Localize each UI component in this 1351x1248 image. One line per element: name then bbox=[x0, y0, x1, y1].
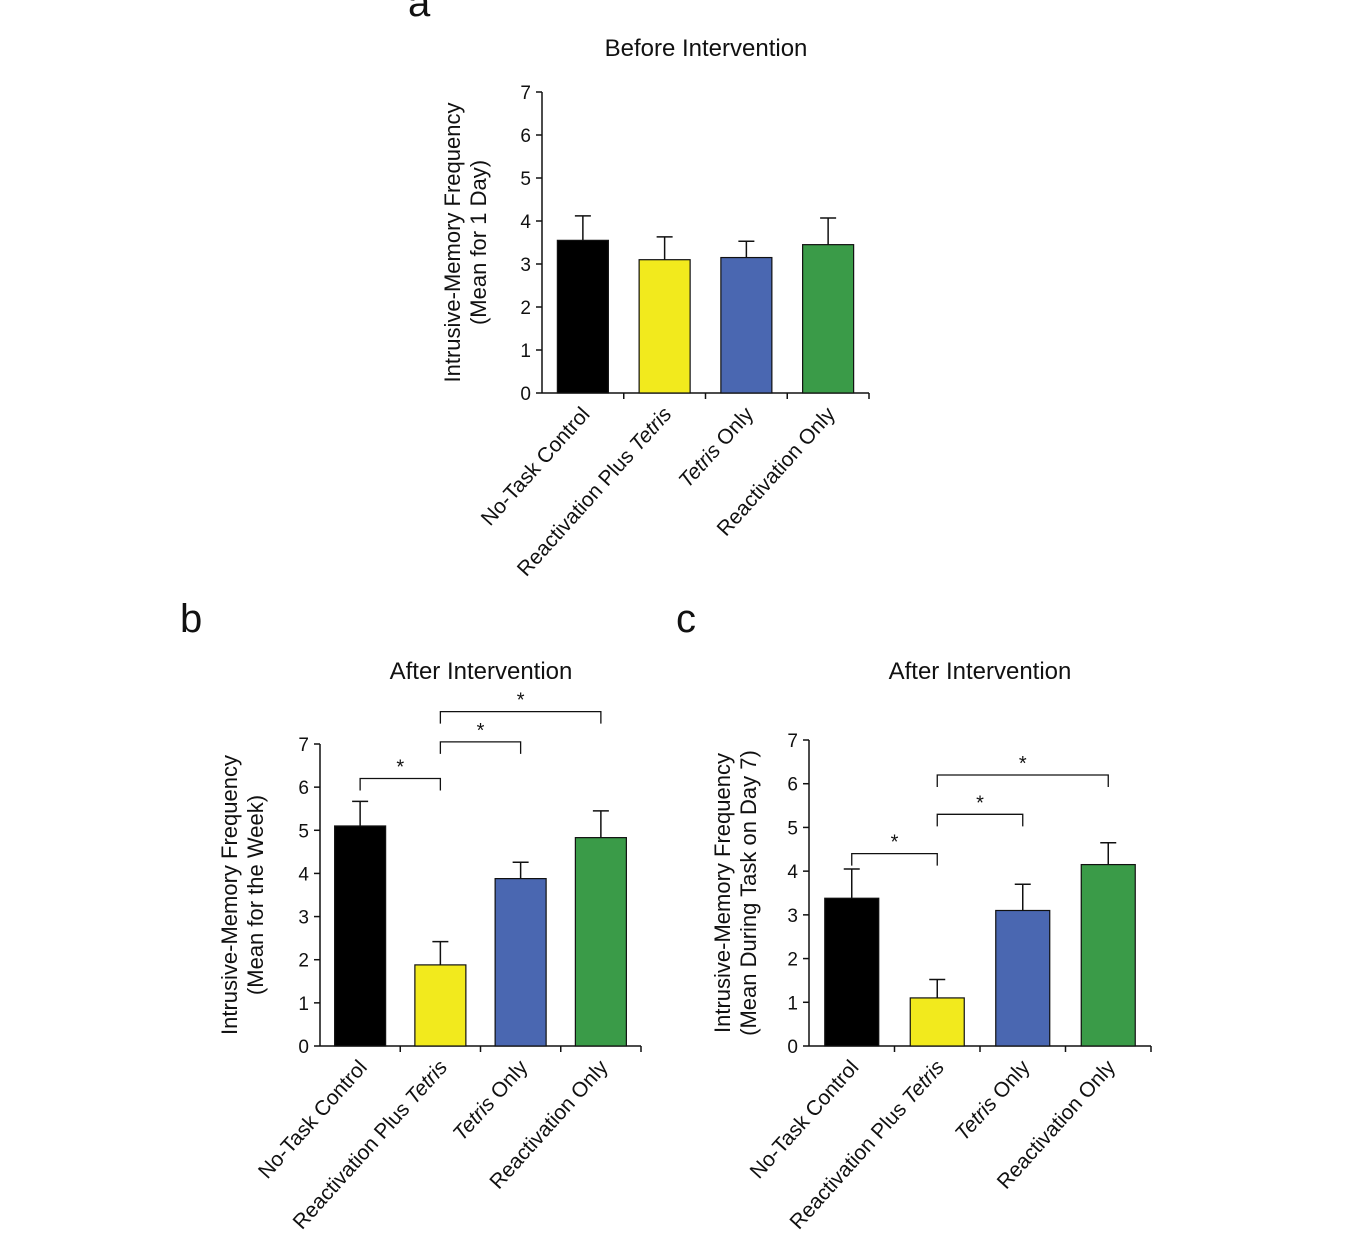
y-tick-label: 6 bbox=[787, 775, 798, 796]
y-axis-label: (Mean During Task on Day 7) bbox=[736, 750, 761, 1036]
y-tick-label: 2 bbox=[520, 298, 531, 319]
significance-star: * bbox=[517, 690, 525, 712]
significance-bracket bbox=[936, 813, 1024, 827]
significance-star: * bbox=[396, 757, 404, 779]
y-tick-label: 0 bbox=[520, 384, 531, 405]
category-label: Tetris Only bbox=[449, 1056, 533, 1146]
chart-title-a: Before Intervention bbox=[605, 35, 808, 62]
y-tick-label: 5 bbox=[298, 821, 309, 842]
bar bbox=[802, 244, 855, 394]
panel-letter-c: c bbox=[676, 597, 696, 641]
y-tick-label: 3 bbox=[298, 908, 309, 929]
bar bbox=[494, 878, 547, 1047]
category-label: Reactivation Plus Tetris bbox=[513, 403, 677, 581]
y-axis-label: Intrusive-Memory Frequency bbox=[217, 755, 242, 1035]
bar bbox=[995, 909, 1051, 1047]
bar bbox=[638, 259, 691, 394]
y-axis-label: Intrusive-Memory Frequency bbox=[440, 103, 465, 383]
y-tick-label: 4 bbox=[298, 864, 309, 885]
y-tick-label: 1 bbox=[520, 341, 531, 362]
significance-star: * bbox=[477, 720, 485, 742]
y-tick-label: 0 bbox=[298, 1037, 309, 1058]
bar bbox=[556, 239, 609, 394]
significance-star: * bbox=[976, 792, 984, 814]
y-tick-label: 3 bbox=[520, 255, 531, 276]
significance-bracket bbox=[359, 777, 442, 791]
y-tick-label: 6 bbox=[298, 778, 309, 799]
panel-letter-a: a bbox=[408, 0, 431, 25]
bar bbox=[909, 997, 965, 1047]
bar bbox=[720, 256, 773, 394]
category-label: Reactivation Plus Tetris bbox=[786, 1056, 950, 1234]
significance-bracket bbox=[439, 710, 602, 724]
category-label: Tetris Only bbox=[674, 403, 758, 493]
y-tick-label: 7 bbox=[787, 731, 798, 752]
bar bbox=[574, 837, 627, 1047]
category-label: Tetris Only bbox=[951, 1056, 1035, 1146]
y-axis-label: (Mean for the Week) bbox=[243, 795, 268, 995]
y-tick-label: 4 bbox=[787, 862, 798, 883]
bar bbox=[824, 897, 880, 1047]
significance-bracket bbox=[439, 741, 522, 754]
y-tick-label: 2 bbox=[787, 950, 798, 971]
y-axis-label: Intrusive-Memory Frequency bbox=[710, 753, 735, 1033]
significance-star: * bbox=[891, 832, 899, 854]
y-tick-label: 2 bbox=[298, 951, 309, 972]
y-tick-label: 1 bbox=[298, 994, 309, 1015]
chart-title-c: After Intervention bbox=[889, 658, 1072, 685]
panel-letter-b: b bbox=[180, 597, 202, 641]
y-tick-label: 0 bbox=[787, 1037, 798, 1058]
y-tick-label: 5 bbox=[520, 169, 531, 190]
y-tick-label: 4 bbox=[520, 212, 531, 233]
y-axis-label: (Mean for 1 Day) bbox=[466, 160, 491, 325]
bar bbox=[1080, 863, 1136, 1047]
bar bbox=[334, 825, 387, 1047]
y-tick-label: 5 bbox=[787, 818, 798, 839]
y-tick-label: 1 bbox=[787, 993, 798, 1014]
significance-bracket bbox=[851, 853, 938, 866]
bar bbox=[414, 964, 467, 1047]
y-tick-label: 3 bbox=[787, 906, 798, 927]
y-tick-label: 7 bbox=[298, 735, 309, 756]
y-tick-label: 6 bbox=[520, 126, 531, 147]
category-label: Reactivation Plus Tetris bbox=[289, 1056, 453, 1234]
y-tick-label: 7 bbox=[520, 83, 531, 104]
significance-bracket bbox=[936, 774, 1109, 787]
chart-title-b: After Intervention bbox=[390, 658, 573, 685]
significance-star: * bbox=[1019, 753, 1027, 775]
